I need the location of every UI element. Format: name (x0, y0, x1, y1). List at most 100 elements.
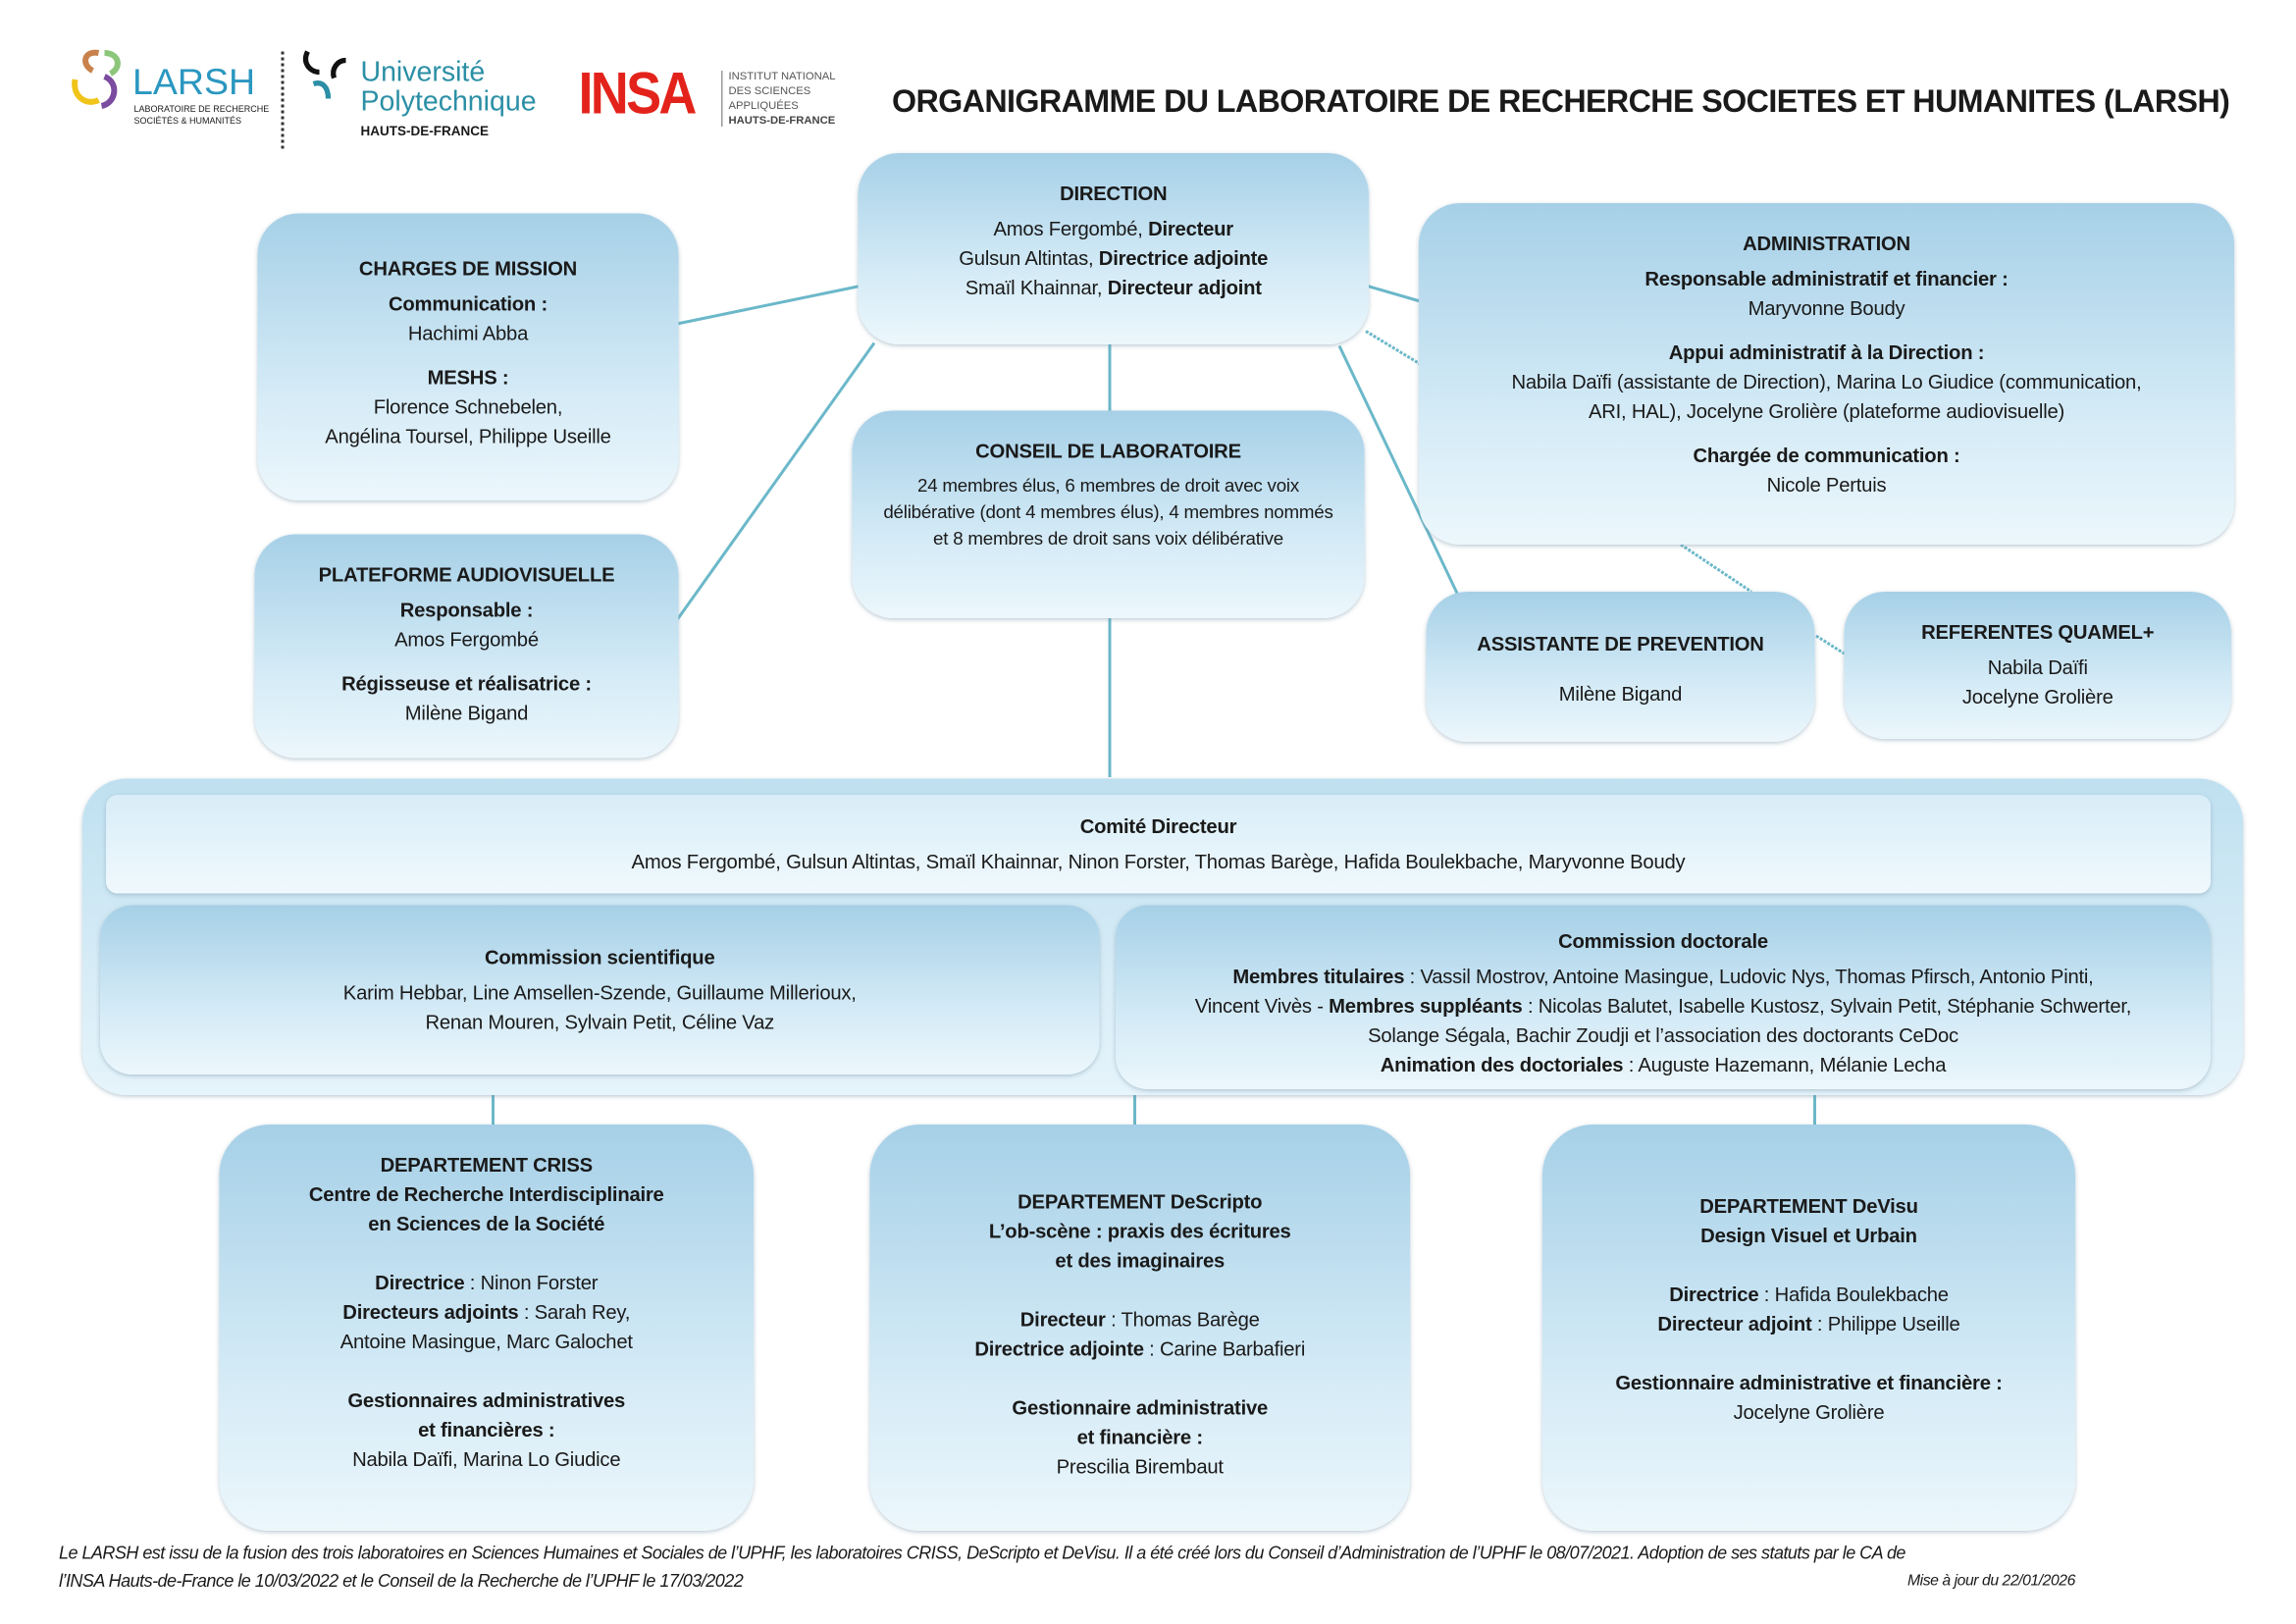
uphf-logo-line2: Polytechnique (360, 86, 537, 119)
text: Jocelyne Grolière (1961, 686, 2113, 708)
spacer (870, 1365, 1411, 1380)
larsh-logo: LARSH LABORATOIRE DE RECHERCHE SOCIÉTÉS … (67, 47, 273, 135)
box-line: Vincent Vivès - Membres suppléants : Nic… (1116, 992, 2211, 1022)
box-title: DEPARTEMENT CRISS (380, 1154, 594, 1177)
text: : Vassil Mostrov, Antoine Masingue, Ludo… (1404, 966, 2094, 988)
role-label: Directrice adjointe (974, 1337, 1144, 1361)
box-line: Communication : (258, 290, 679, 320)
role-label: L’ob-scène : praxis des écritures (988, 1220, 1291, 1243)
spacer (1427, 665, 1815, 680)
spacer (220, 1357, 755, 1372)
text: Milène Bigand (1558, 683, 1683, 706)
box-cscient: Commission scientifique Karim Hebbar, Lin… (100, 905, 1100, 1074)
box-devisu: DEPARTEMENT DeVisu Design Visuel et Urbai… (1542, 1125, 2075, 1531)
role-label: Directrice (1669, 1283, 1759, 1306)
box-line: Gestionnaire administrative (870, 1394, 1411, 1424)
role-label: Gestionnaire administrative (1012, 1396, 1269, 1420)
box-direction: DIRECTION Amos Fergombé, Directeur Gulsun … (858, 153, 1370, 344)
insa-logo-name: INSA (578, 62, 698, 127)
text: : Nicolas Balutet, Isabelle Kustosz, Syl… (1522, 995, 2132, 1018)
spacer (1542, 1251, 2075, 1266)
text: Renan Mouren, Sylvain Petit, Céline Vaz (425, 1011, 775, 1034)
text: Amos Fergombé (394, 628, 539, 652)
box-criss: DEPARTEMENT CRISS Centre de Recherche Int… (219, 1125, 755, 1531)
box-line: Directrice : Ninon Forster (220, 1269, 755, 1298)
spacer (220, 1372, 755, 1387)
role-label: Animation des doctoriales (1380, 1054, 1624, 1076)
insa-logo-line3: APPLIQUÉES (728, 98, 799, 113)
footer-line2: l’INSA Hauts-de-France le 10/03/2022 et … (59, 1570, 744, 1592)
role-label: Gestionnaires administratives (347, 1389, 626, 1412)
insa-logo: INSA INSTITUT NATIONAL DES SCIENCES APPL… (579, 62, 844, 132)
uphf-logo: Université Polytechnique HAUTS-DE-FRANCE (302, 49, 546, 145)
box-line: L’ob-scène : praxis des écritures (870, 1218, 1411, 1247)
box-line: Milène Bigand (255, 700, 679, 729)
box-line: et financières : (220, 1416, 755, 1445)
text: Nabila Daïfi (assistante de Direction), … (1511, 371, 2142, 393)
insa-logo-line4: HAUTS-DE-FRANCE (728, 113, 836, 128)
box-line: Design Visuel et Urbain (1542, 1222, 2075, 1251)
box-line: Gestionnaire administrative et financièr… (1542, 1369, 2075, 1398)
text: : Auguste Hazemann, Mélanie Lecha (1623, 1054, 1947, 1076)
role-label: Directeur adjoint (1657, 1313, 1812, 1336)
uphf-logo-line1: Université (360, 57, 486, 89)
role-label: Régisseuse et réalisatrice : (341, 672, 592, 696)
role-label: et des imaginaires (1055, 1249, 1226, 1273)
text: Amos Fergombé, Gulsun Altintas, Smaïl Kh… (631, 851, 1686, 873)
connector-direction-charges (676, 284, 863, 326)
box-comite: Comité Directeur Amos Fergombé, Gulsun Al… (106, 795, 2211, 894)
role-label: Responsable administratif et financier : (1644, 268, 2009, 290)
role-label: Chargée de communication : (1693, 445, 1960, 467)
box-assistante: ASSISTANTE DE PREVENTION Milène Bigand (1426, 592, 1815, 742)
spacer (220, 1254, 755, 1269)
role-label: Design Visuel et Urbain (1700, 1225, 1917, 1247)
spacer (1419, 427, 2234, 442)
larsh-swirl-icon (72, 49, 121, 109)
box-line: Angélina Toursel, Philippe Useille (258, 423, 679, 452)
role-label: Appui administratif à la Direction : (1668, 341, 1985, 364)
role-label: MESHS : (427, 366, 509, 390)
box-plateforme: PLATEFORME AUDIOVISUELLE Responsable : Amo… (254, 534, 679, 759)
box-line: et des imaginaires (870, 1247, 1411, 1277)
box-line: Hachimi Abba (258, 320, 679, 349)
spacer (1542, 1354, 2075, 1369)
text: : Hafida Boulekbache (1758, 1283, 1949, 1306)
logo-divider (281, 51, 285, 149)
box-line: Prescilia Birembaut (870, 1453, 1411, 1483)
box-line: Chargée de communication : (1419, 442, 2234, 471)
role-label: Centre de Recherche Interdisciplinaire (308, 1183, 664, 1206)
spacer (1542, 1339, 2075, 1354)
text: Maryvonne Boudy (1748, 297, 1905, 320)
box-line: Jocelyne Grolière (1845, 683, 2232, 712)
role-label: Directrice adjointe (1098, 247, 1269, 270)
box-line: MESHS : (258, 364, 679, 393)
text: Jocelyne Grolière (1733, 1401, 1885, 1424)
box-title: DEPARTEMENT DeVisu (1699, 1195, 1918, 1218)
box-body: 24 membres élus, 6 membres de droit avec… (883, 475, 1333, 550)
box-title: Comité Directeur (1079, 815, 1237, 838)
text: Solange Ségala, Bachir Zoudji et l’assoc… (1368, 1024, 1958, 1047)
role-label: et financière : (1076, 1426, 1204, 1449)
box-line: en Sciences de la Société (220, 1210, 755, 1239)
box-admin: ADMINISTRATION Responsable administratif … (1419, 203, 2234, 545)
text: : Thomas Barège (1105, 1308, 1260, 1332)
spacer (258, 349, 679, 364)
box-line: Gestionnaires administratives (220, 1387, 755, 1416)
box-line: Nicole Pertuis (1419, 471, 2234, 500)
footer-line1: Le LARSH est issu de la fusion des trois… (59, 1543, 1905, 1563)
insa-logo-line1: INSTITUT NATIONAL (728, 69, 836, 83)
connector-direction-admin (1365, 284, 1423, 303)
box-line: Centre de Recherche Interdisciplinaire (220, 1180, 755, 1210)
spacer (1542, 1266, 2075, 1281)
box-title: DIRECTION (1060, 183, 1168, 205)
role-label: Gestionnaire administrative et financièr… (1615, 1372, 2003, 1394)
text: Nicole Pertuis (1766, 474, 1887, 497)
text: Nabila Daïfi (1987, 656, 2088, 679)
insa-logo-divider (721, 71, 723, 127)
box-title: DEPARTEMENT DeScripto (1018, 1190, 1263, 1214)
box-line: Directeur : Thomas Barège (870, 1306, 1411, 1336)
role-label: Communication : (389, 292, 548, 316)
box-line: Amos Fergombé, Directeur (859, 215, 1370, 244)
larsh-logo-name: LARSH (132, 62, 256, 103)
